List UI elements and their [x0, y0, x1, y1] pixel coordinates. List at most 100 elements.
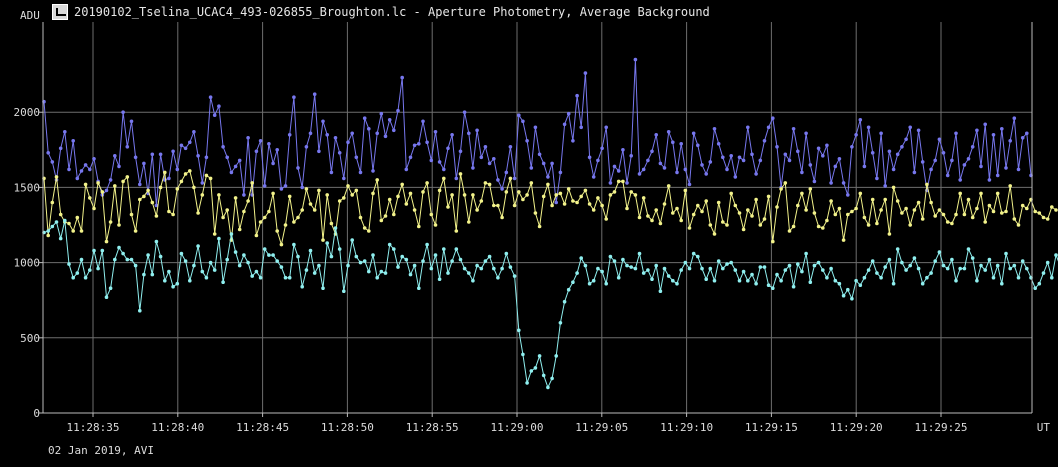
data-point	[158, 254, 163, 259]
data-point	[546, 175, 550, 179]
data-point	[758, 158, 763, 163]
data-point	[458, 257, 463, 262]
data-point	[841, 293, 846, 298]
data-point	[67, 262, 71, 266]
data-point	[321, 286, 325, 291]
data-point	[975, 206, 979, 211]
data-point	[63, 218, 67, 223]
data-point	[912, 170, 917, 175]
data-point	[854, 206, 858, 211]
data-point	[966, 247, 971, 251]
data-point	[558, 191, 563, 196]
data-point	[687, 266, 692, 271]
data-point	[1025, 266, 1029, 271]
data-point	[54, 175, 59, 179]
data-point	[950, 158, 954, 163]
data-point	[183, 146, 188, 151]
data-point	[308, 248, 313, 253]
data-point	[225, 208, 229, 212]
data-point	[154, 203, 159, 208]
data-point	[100, 248, 105, 253]
data-point	[242, 253, 246, 257]
data-point	[337, 199, 342, 203]
data-point	[646, 158, 650, 163]
data-point	[750, 152, 754, 157]
series-line	[43, 59, 1032, 206]
data-point	[879, 275, 883, 280]
data-point	[650, 218, 654, 223]
data-point	[750, 272, 754, 277]
data-point	[529, 369, 534, 373]
data-point	[637, 172, 642, 176]
y-tick-labels: 0 500 1000 1500 2000	[14, 106, 41, 420]
data-point	[866, 125, 871, 130]
data-point	[79, 229, 84, 233]
data-point	[58, 212, 63, 217]
data-point	[458, 149, 463, 154]
data-point	[654, 208, 658, 212]
data-point	[841, 181, 846, 185]
data-point	[454, 247, 459, 251]
data-point	[712, 127, 717, 131]
data-point	[421, 119, 425, 124]
data-point	[154, 214, 159, 218]
data-point	[67, 167, 71, 172]
data-point	[687, 182, 692, 187]
data-point	[604, 217, 608, 221]
data-point	[1033, 209, 1037, 214]
data-point	[879, 208, 883, 212]
data-point	[629, 190, 633, 194]
data-point	[167, 209, 171, 214]
data-point	[920, 281, 925, 286]
y-tick-label: 500	[20, 332, 40, 345]
data-point	[779, 187, 783, 191]
data-point	[787, 229, 792, 233]
data-point	[950, 257, 954, 262]
data-point	[716, 200, 721, 205]
data-point	[204, 173, 209, 178]
data-point	[492, 266, 496, 271]
data-point	[800, 191, 804, 196]
data-point	[887, 257, 892, 262]
data-point	[487, 182, 492, 187]
data-point	[791, 127, 796, 131]
data-point	[562, 299, 567, 304]
data-point	[637, 215, 642, 220]
data-point	[83, 275, 88, 280]
data-point	[791, 284, 796, 289]
data-point	[846, 212, 850, 217]
data-point	[1012, 217, 1017, 221]
data-point	[496, 178, 500, 182]
data-point	[113, 154, 117, 158]
data-point	[354, 188, 359, 193]
data-point	[983, 122, 987, 127]
data-point	[129, 257, 134, 262]
data-point	[121, 179, 125, 184]
data-point	[925, 275, 929, 280]
data-point	[333, 226, 338, 230]
data-point	[304, 187, 309, 191]
data-point	[196, 154, 200, 158]
data-point	[554, 354, 558, 358]
data-point	[891, 167, 896, 172]
data-point	[575, 200, 579, 205]
data-point	[1041, 271, 1046, 275]
data-point	[612, 259, 617, 263]
data-point	[521, 197, 525, 202]
data-point	[750, 214, 754, 218]
data-point	[929, 271, 933, 275]
data-point	[242, 209, 246, 214]
data-point	[192, 130, 196, 134]
data-point	[696, 254, 700, 259]
data-point	[383, 214, 388, 218]
data-point	[392, 212, 396, 217]
data-point	[658, 289, 663, 294]
data-point	[300, 208, 305, 212]
data-point	[108, 220, 113, 224]
data-point	[850, 296, 854, 301]
data-point	[700, 209, 704, 214]
data-point	[1016, 223, 1021, 227]
data-point	[741, 158, 746, 163]
data-point	[808, 280, 813, 285]
data-point	[783, 268, 788, 272]
